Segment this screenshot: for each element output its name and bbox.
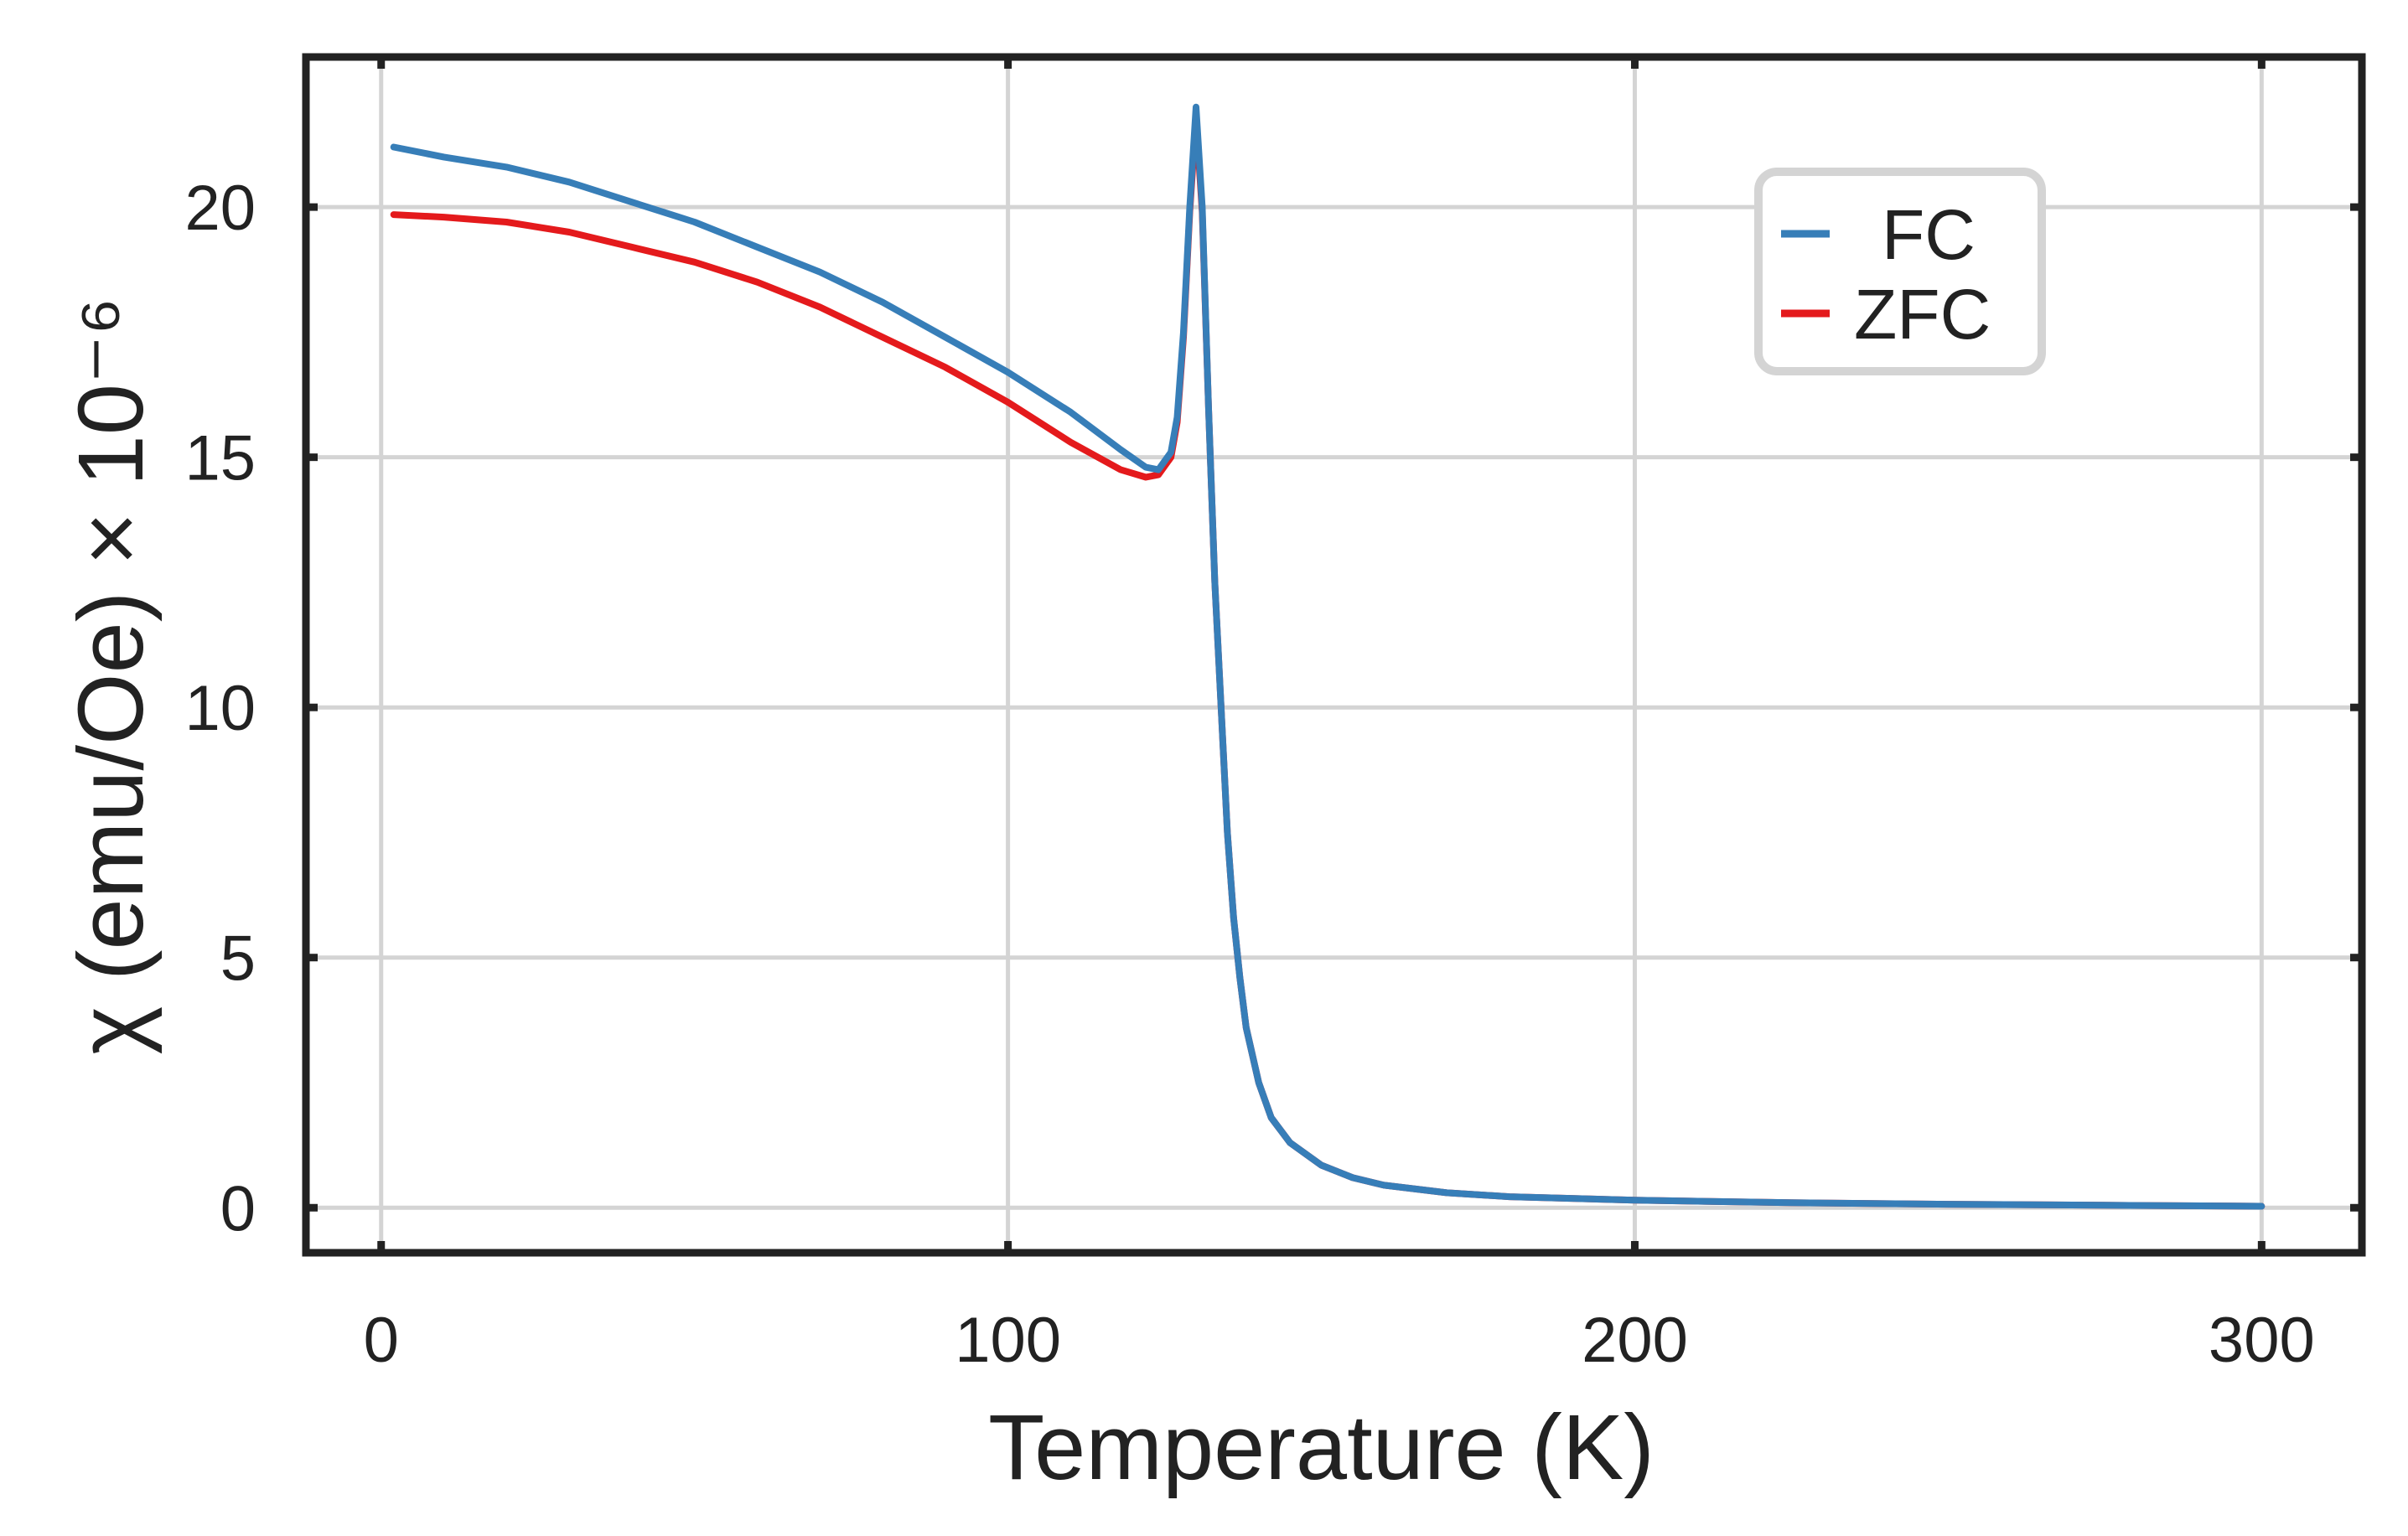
series-line-fc	[390, 103, 2266, 1210]
x-tick-label-2: 200	[1582, 1305, 1688, 1376]
legend-box	[1754, 168, 2046, 375]
y-tick-label-0: 0	[220, 1173, 256, 1244]
series-layer	[390, 103, 2266, 1210]
y-tick-label-2: 10	[184, 673, 256, 744]
legend: FC ZFC	[1754, 168, 2046, 375]
plot-frame	[302, 53, 2366, 1257]
x-tick-label-0: 0	[364, 1305, 399, 1376]
x-tick-label-3: 300	[2209, 1305, 2315, 1376]
x-tick-label-1: 100	[955, 1305, 1061, 1376]
ticks	[306, 57, 2362, 1253]
y-tick-label-3: 15	[184, 423, 256, 494]
x-axis-label: Temperature (K)	[988, 1396, 1655, 1499]
legend-label-zfc: ZFC	[1854, 275, 1991, 354]
tick-labels: 0 100 200 300 0 5 10 15 20	[184, 173, 2314, 1376]
legend-label-fc: FC	[1882, 195, 1976, 274]
y-axis-label: χ (emu/Oe) × 10⁻⁶	[60, 297, 163, 1055]
y-tick-label-1: 5	[220, 923, 256, 995]
y-tick-label-4: 20	[184, 173, 256, 244]
